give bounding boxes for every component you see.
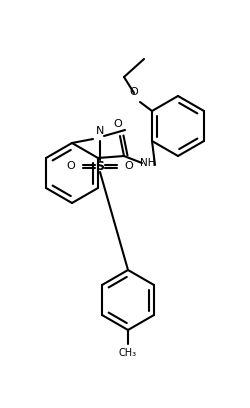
Text: N: N <box>96 126 104 136</box>
Text: O: O <box>124 161 134 171</box>
Text: O: O <box>114 119 122 129</box>
Text: S: S <box>96 160 104 173</box>
Text: O: O <box>130 87 138 97</box>
Text: NH: NH <box>140 158 156 168</box>
Text: O: O <box>66 161 76 171</box>
Text: CH₃: CH₃ <box>119 348 137 358</box>
